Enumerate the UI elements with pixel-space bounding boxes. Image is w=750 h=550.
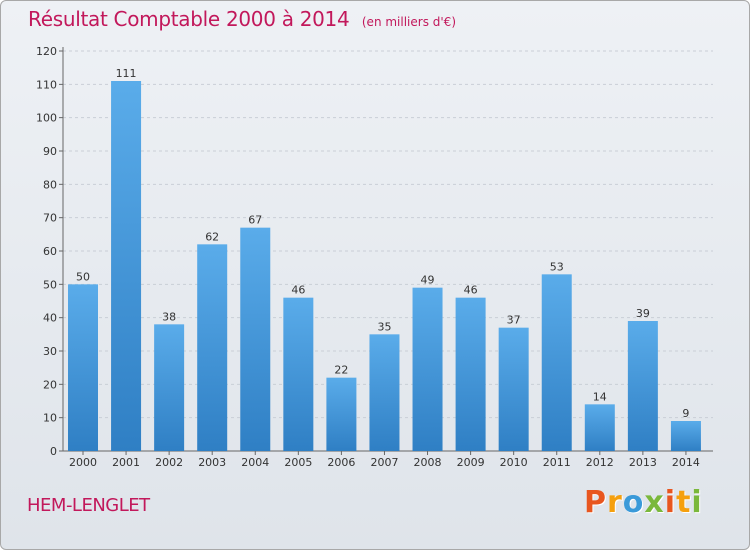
x-tick-label: 2009 — [457, 456, 485, 469]
bar — [498, 327, 529, 451]
bar — [154, 324, 185, 451]
value-label: 67 — [248, 214, 262, 227]
value-label: 22 — [334, 364, 348, 377]
value-label: 49 — [421, 274, 435, 287]
bar — [68, 284, 98, 451]
value-label: 9 — [682, 407, 689, 420]
x-tick-label: 2003 — [198, 456, 226, 469]
logo-letter: r — [607, 485, 623, 520]
value-label: 46 — [464, 284, 478, 297]
y-tick-label: 40 — [43, 312, 57, 325]
y-tick-label: 80 — [43, 178, 57, 191]
x-tick-label: 2008 — [414, 456, 442, 469]
x-tick-label: 2004 — [241, 456, 269, 469]
chart-subtitle: (en milliers d'€) — [361, 15, 456, 29]
bar — [111, 81, 142, 451]
y-tick-labels: 0 10 20 30 40 50 60 70 80 90 100 110 120 — [36, 45, 57, 458]
x-tick-label: 2001 — [112, 456, 140, 469]
x-tick-label: 2002 — [155, 456, 183, 469]
place-name: HEM-LENGLET — [27, 495, 150, 516]
y-tick-label: 70 — [43, 212, 57, 225]
x-tick-label: 2012 — [586, 456, 614, 469]
bar — [412, 287, 443, 451]
bar — [455, 297, 486, 451]
bar — [584, 404, 615, 451]
value-label: 14 — [593, 390, 607, 403]
y-tick-label: 110 — [36, 78, 57, 91]
bars — [68, 81, 701, 451]
value-labels: 50 111 38 62 67 46 22 35 49 46 37 53 14 39 9 — [76, 67, 689, 420]
value-label: 62 — [205, 230, 219, 243]
logo-letter: t — [676, 485, 692, 520]
bar — [541, 274, 572, 451]
proxiti-logo: Proxiti — [584, 485, 703, 520]
value-label: 35 — [377, 320, 391, 333]
bar — [240, 227, 271, 451]
x-tick-label: 2006 — [327, 456, 355, 469]
y-tick-label: 50 — [43, 278, 57, 291]
y-tick-label: 10 — [43, 412, 57, 425]
value-label: 111 — [116, 67, 137, 80]
x-tick-label: 2013 — [629, 456, 657, 469]
bar — [326, 377, 357, 451]
value-label: 37 — [507, 314, 521, 327]
value-label: 46 — [291, 284, 305, 297]
logo-letter: i — [691, 485, 703, 520]
bar — [670, 421, 701, 451]
x-tick-label: 2014 — [672, 456, 700, 469]
value-label: 50 — [76, 270, 90, 283]
value-label: 38 — [162, 310, 176, 323]
y-tick-label: 120 — [36, 45, 57, 58]
logo-letter: x — [644, 485, 665, 520]
value-label: 39 — [636, 307, 650, 320]
bar — [197, 244, 228, 451]
x-tick-labels: 2000 2001 2002 2003 2004 2005 2006 2007 2008 2009… — [69, 451, 700, 469]
logo-letter: P — [584, 485, 607, 520]
x-tick-label: 2007 — [370, 456, 398, 469]
value-label: 53 — [550, 260, 564, 273]
logo-letter: o — [622, 485, 645, 520]
y-tick-label: 90 — [43, 145, 57, 158]
y-tick-label: 60 — [43, 245, 57, 258]
bar — [369, 334, 400, 451]
y-tick-label: 100 — [36, 112, 57, 125]
x-tick-label: 2010 — [500, 456, 528, 469]
chart-title-row: Résultat Comptable 2000 à 2014 (en milli… — [28, 7, 456, 31]
chart-title: Résultat Comptable 2000 à 2014 — [28, 7, 350, 31]
x-tick-label: 2005 — [284, 456, 312, 469]
bar — [283, 297, 314, 451]
y-tick-label: 20 — [43, 378, 57, 391]
x-tick-label: 2011 — [543, 456, 571, 469]
logo-letter: i — [664, 485, 677, 520]
x-tick-label: 2000 — [69, 456, 97, 469]
y-tick-label: 30 — [43, 345, 57, 358]
bar — [627, 321, 658, 451]
y-tick-label: 0 — [50, 445, 57, 458]
